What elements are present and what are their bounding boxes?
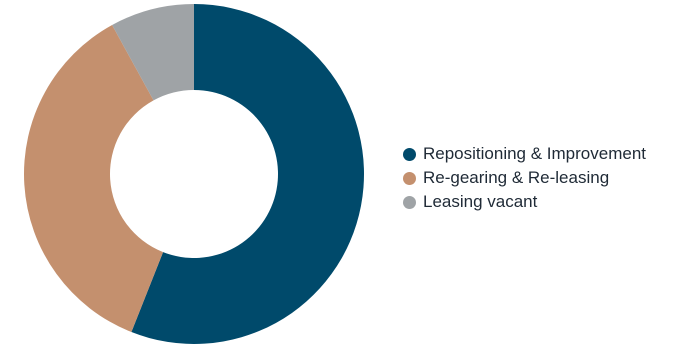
chart-legend: Repositioning & Improvement Re-gearing & …: [403, 142, 646, 214]
donut-slices: [24, 4, 364, 344]
donut-slice-2: [24, 25, 164, 333]
legend-item: Leasing vacant: [403, 190, 646, 214]
legend-item: Re-gearing & Re-leasing: [403, 166, 646, 190]
legend-label: Re-gearing & Re-leasing: [423, 168, 610, 187]
donut-slice-3: [112, 4, 194, 101]
legend-swatch-icon: [403, 195, 416, 209]
legend-item: Repositioning & Improvement: [403, 142, 646, 166]
legend-label: Repositioning & Improvement: [423, 144, 647, 163]
legend-swatch-icon: [403, 147, 416, 161]
donut-slice-1: [131, 4, 364, 344]
legend-swatch-icon: [403, 171, 416, 185]
legend-label: Leasing vacant: [423, 192, 538, 211]
